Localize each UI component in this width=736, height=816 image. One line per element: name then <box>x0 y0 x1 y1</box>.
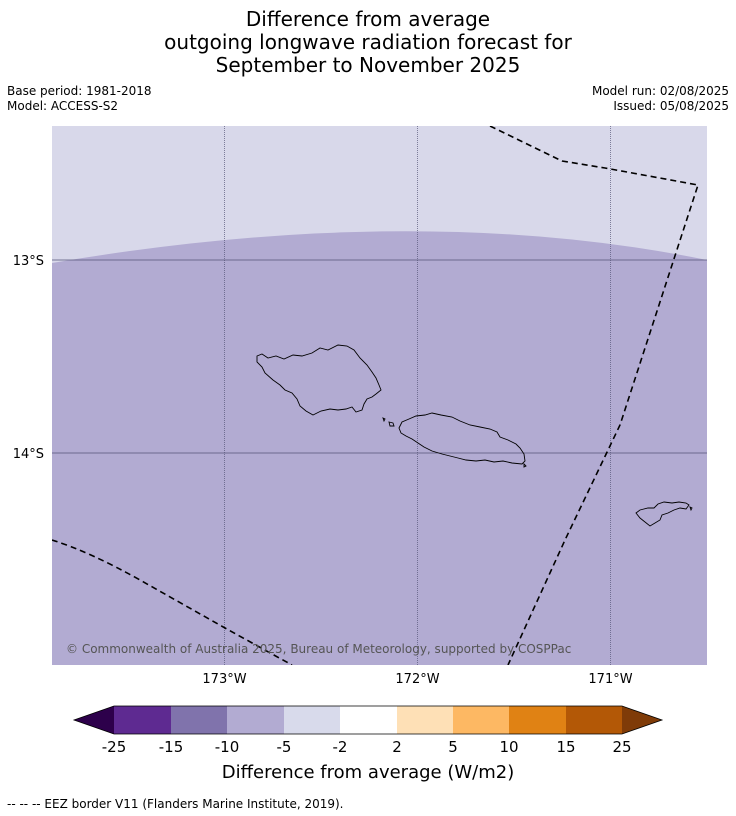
eez-borders <box>52 126 700 665</box>
chart-title: Difference from average outgoing longwav… <box>0 8 736 77</box>
coast-savaii <box>256 344 382 416</box>
colorbar-segment-6 <box>397 706 453 734</box>
colorbar-low-extension <box>74 706 114 734</box>
colorbar-tick-3: -10 <box>215 738 240 756</box>
lon-label-173w: 173°W <box>202 672 246 687</box>
colorbar-tick-10: 25 <box>612 738 631 756</box>
coast-apolima <box>388 421 395 427</box>
coast-upolu <box>398 412 526 465</box>
lon-label-172w: 172°W <box>395 672 439 687</box>
colorbar-segment-2 <box>171 706 227 734</box>
model-run: Model run: 02/08/2025 <box>591 84 729 98</box>
colorbar-outline <box>72 705 664 735</box>
colorbar-tick-9: 15 <box>556 738 575 756</box>
colorbar-tick-1: -25 <box>102 738 127 756</box>
colorbar-high-extension <box>622 706 662 734</box>
coast-manono <box>382 417 386 423</box>
graticule <box>52 126 707 665</box>
colorbar-segment-3 <box>227 706 284 734</box>
copyright-text: © Commonwealth of Australia 2025, Bureau… <box>66 642 571 656</box>
colorbar <box>72 705 664 735</box>
colorbar-tick-6: 2 <box>392 738 402 756</box>
map-area: © Commonwealth of Australia 2025, Bureau… <box>52 126 707 665</box>
lat-label-13s: 13°S <box>13 254 44 269</box>
colorbar-tick-7: 5 <box>448 738 458 756</box>
colorbar-segment-9 <box>566 706 622 734</box>
title-line-3: September to November 2025 <box>215 53 521 77</box>
lon-label-171w: 171°W <box>588 672 632 687</box>
coast-upolu-islet <box>523 462 527 468</box>
coastlines <box>256 344 693 527</box>
issued-date: Issued: 05/08/2025 <box>613 99 729 113</box>
eez-footnote: -- -- -- EEZ border V11 (Flanders Marine… <box>7 797 344 811</box>
base-period: Base period: 1981-2018 <box>7 84 152 98</box>
coast-aunuu <box>689 506 693 512</box>
colorbar-segment-8 <box>509 706 566 734</box>
colorbar-segment-1 <box>114 706 171 734</box>
colorbar-segment-5 <box>340 706 397 734</box>
colorbar-title: Difference from average (W/m2) <box>222 762 514 783</box>
eez-border-east <box>489 126 700 665</box>
main-fill <box>52 231 707 665</box>
colorbar-tick-2: -15 <box>159 738 184 756</box>
lat-label-14s: 14°S <box>13 447 44 462</box>
title-line-1: Difference from average <box>245 7 491 31</box>
coast-tutuila <box>635 501 690 527</box>
meta-left: Base period: 1981-2018 Model: ACCESS-S2 <box>7 84 152 114</box>
colorbar-segment-4 <box>284 706 340 734</box>
title-line-2: outgoing longwave radiation forecast for <box>164 30 572 54</box>
meta-right: Model run: 02/08/2025 Issued: 05/08/2025 <box>592 84 729 114</box>
colorbar-tick-8: 10 <box>499 738 518 756</box>
colorbar-tick-5: -2 <box>333 738 348 756</box>
eez-border-southwest <box>52 539 293 665</box>
colorbar-segment-7 <box>453 706 509 734</box>
colorbar-tick-4: -5 <box>277 738 292 756</box>
model-name: Model: ACCESS-S2 <box>7 99 119 113</box>
